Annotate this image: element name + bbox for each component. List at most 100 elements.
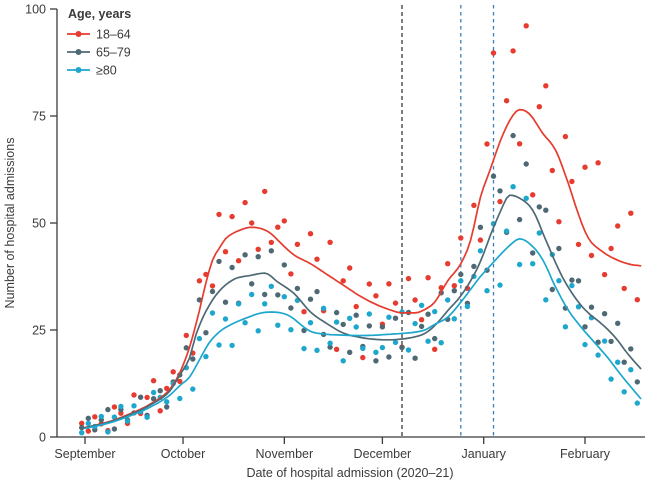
data-point bbox=[229, 342, 235, 349]
data-point bbox=[111, 404, 118, 410]
data-point bbox=[543, 207, 549, 213]
data-point bbox=[216, 211, 222, 218]
data-point bbox=[608, 376, 614, 382]
data-point bbox=[209, 310, 216, 316]
data-point bbox=[222, 249, 229, 255]
data-point bbox=[79, 424, 85, 431]
data-point bbox=[569, 282, 575, 289]
data-point bbox=[373, 358, 379, 364]
data-point bbox=[582, 164, 588, 170]
legend-title: Age, years bbox=[68, 7, 131, 21]
data-point bbox=[601, 338, 608, 344]
data-point bbox=[177, 395, 183, 402]
data-point bbox=[242, 199, 248, 206]
data-point bbox=[118, 403, 124, 410]
data-point bbox=[85, 428, 92, 434]
data-point bbox=[170, 369, 176, 375]
data-point bbox=[360, 354, 366, 361]
data-point bbox=[268, 283, 274, 289]
month-label: October bbox=[161, 447, 205, 461]
data-point bbox=[275, 292, 281, 298]
data-point bbox=[516, 261, 523, 268]
data-point bbox=[353, 324, 359, 330]
data-point bbox=[242, 320, 248, 326]
data-point bbox=[628, 367, 634, 373]
data-point bbox=[412, 297, 418, 303]
data-point bbox=[366, 311, 372, 317]
data-point bbox=[458, 271, 464, 278]
data-point bbox=[497, 198, 503, 205]
data-point bbox=[190, 386, 196, 392]
data-point bbox=[588, 304, 595, 310]
y-tick-label: 50 bbox=[32, 217, 46, 231]
data-point bbox=[111, 414, 118, 420]
data-point bbox=[216, 258, 222, 265]
data-point bbox=[105, 406, 111, 413]
data-point bbox=[451, 288, 457, 294]
data-point bbox=[556, 219, 562, 225]
data-point bbox=[203, 330, 209, 336]
data-point bbox=[79, 420, 85, 426]
data-point bbox=[249, 281, 255, 287]
data-point bbox=[301, 345, 307, 352]
data-point bbox=[510, 184, 516, 190]
data-point bbox=[183, 345, 189, 351]
data-point bbox=[347, 349, 353, 355]
data-point bbox=[628, 210, 634, 216]
data-point bbox=[235, 258, 242, 264]
data-point bbox=[288, 327, 294, 333]
data-point bbox=[490, 50, 497, 56]
data-point bbox=[392, 315, 399, 321]
data-point bbox=[601, 311, 608, 317]
data-point bbox=[464, 303, 471, 310]
data-point bbox=[497, 282, 503, 288]
month-label: February bbox=[560, 447, 611, 461]
data-point bbox=[575, 278, 582, 284]
data-point bbox=[523, 161, 529, 167]
legend-item: 18–64 bbox=[67, 28, 131, 42]
data-point bbox=[327, 239, 333, 245]
data-point bbox=[516, 141, 523, 147]
data-point bbox=[347, 265, 353, 271]
trend-lines-layer bbox=[84, 108, 642, 430]
data-point bbox=[451, 316, 457, 322]
data-point bbox=[98, 413, 105, 420]
data-point bbox=[105, 429, 111, 435]
data-point bbox=[150, 378, 157, 384]
data-point bbox=[588, 252, 595, 259]
data-point bbox=[392, 300, 399, 306]
month-label: December bbox=[354, 447, 412, 461]
data-point bbox=[314, 347, 320, 353]
data-point bbox=[575, 241, 582, 248]
trend-line bbox=[84, 108, 642, 429]
data-point bbox=[445, 261, 451, 267]
data-point bbox=[268, 239, 274, 246]
data-point bbox=[327, 340, 333, 346]
data-point bbox=[111, 426, 118, 432]
data-point bbox=[131, 403, 137, 409]
axes-layer: 0 25 50 75 100 September October November Decemb… bbox=[25, 3, 645, 461]
data-point bbox=[262, 291, 268, 298]
data-point bbox=[418, 317, 425, 323]
data-point bbox=[556, 278, 562, 284]
data-point bbox=[386, 314, 392, 320]
data-point bbox=[503, 98, 510, 104]
data-point bbox=[425, 311, 431, 317]
y-axis-title: Number of hospital admissions bbox=[3, 138, 17, 309]
data-point bbox=[373, 349, 379, 355]
data-point bbox=[268, 248, 274, 254]
data-point bbox=[229, 264, 235, 271]
data-point bbox=[262, 188, 268, 195]
data-point bbox=[307, 320, 314, 326]
data-point bbox=[294, 241, 301, 247]
data-point bbox=[157, 388, 163, 394]
data-point bbox=[235, 301, 242, 307]
data-point bbox=[340, 358, 346, 364]
data-point bbox=[320, 305, 327, 311]
data-point bbox=[164, 399, 170, 405]
data-point bbox=[314, 256, 320, 262]
data-point bbox=[543, 297, 549, 303]
data-point bbox=[144, 394, 150, 401]
data-point bbox=[340, 278, 346, 284]
